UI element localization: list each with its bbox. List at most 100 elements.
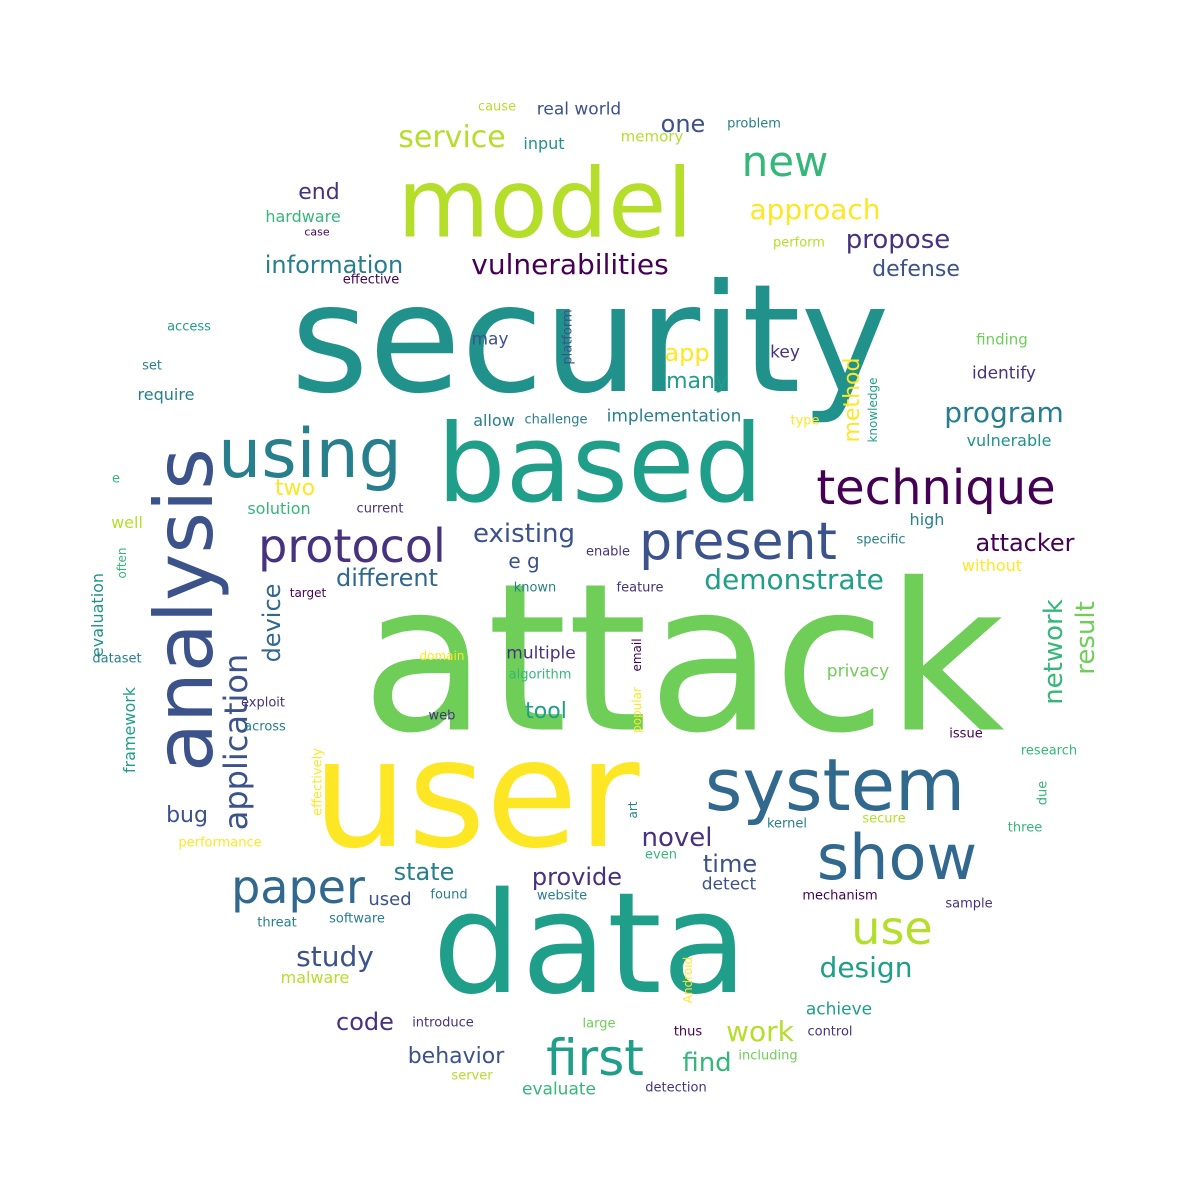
word-detection: detection	[645, 1080, 707, 1096]
word-even: even	[645, 847, 677, 863]
word-without: without	[961, 556, 1023, 575]
word-sample: sample	[945, 896, 993, 912]
word-perform: perform	[773, 235, 825, 251]
word-system: system	[704, 743, 966, 827]
word-server: server	[451, 1068, 493, 1084]
word-often: often	[115, 547, 129, 579]
word-method: method	[840, 357, 865, 443]
word-email: email	[630, 638, 644, 672]
word-behavior: behavior	[407, 1044, 505, 1069]
word-android: Android	[681, 956, 695, 1004]
word-problem: problem	[727, 116, 781, 132]
word-protocol: protocol	[258, 519, 446, 573]
word-threat: threat	[257, 915, 297, 931]
word-found: found	[430, 887, 468, 903]
word-art: art	[626, 801, 640, 819]
word-state: state	[393, 858, 455, 886]
word-exploit: exploit	[241, 695, 285, 711]
word-identify: identify	[972, 363, 1036, 384]
word-hardware: hardware	[265, 207, 341, 226]
word-including: including	[738, 1048, 798, 1064]
word-due: due	[1035, 780, 1051, 806]
word-evaluation: evaluation	[88, 572, 107, 658]
word-challenge: challenge	[524, 412, 588, 428]
word-data: data	[432, 863, 748, 1026]
word-result: result	[1071, 601, 1101, 675]
word-effective: effective	[342, 272, 400, 288]
word-vulnerable: vulnerable	[966, 431, 1052, 450]
word-work: work	[726, 1015, 794, 1048]
word-study: study	[296, 940, 374, 973]
word-using: using	[218, 415, 402, 494]
word-application: application	[217, 653, 255, 831]
word-key: key	[770, 342, 800, 363]
word-information: information	[264, 251, 404, 279]
word-evaluate: evaluate	[522, 1079, 596, 1100]
word-finding: finding	[976, 330, 1028, 349]
word-input: input	[523, 134, 565, 153]
word-allow: allow	[473, 411, 515, 430]
word-kernel: kernel	[766, 816, 808, 832]
word-set: set	[142, 358, 162, 374]
word-two: two	[274, 476, 316, 501]
word-platform: platform	[560, 309, 576, 365]
word-demonstrate: demonstrate	[704, 563, 884, 596]
word-popular: popular	[630, 687, 644, 733]
word-website: website	[536, 888, 588, 904]
word-user: user	[312, 708, 640, 882]
word-high: high	[909, 510, 945, 529]
word-program: program	[944, 396, 1064, 429]
word-web: web	[428, 708, 456, 724]
word-access: access	[167, 319, 211, 335]
word-used: used	[368, 889, 412, 910]
word-enable: enable	[585, 544, 631, 560]
word-require: require	[137, 385, 195, 404]
word-may: may	[471, 329, 509, 350]
word-three: three	[1007, 820, 1043, 836]
word-use: use	[851, 901, 933, 955]
word-implementation: implementation	[606, 406, 742, 427]
word-privacy: privacy	[826, 661, 890, 682]
word-new: new	[741, 137, 829, 186]
word-performance: performance	[178, 835, 262, 851]
word-cause: cause	[477, 99, 517, 115]
word-malware: malware	[280, 968, 350, 987]
word-solution: solution	[247, 499, 311, 518]
word-mechanism: mechanism	[802, 888, 878, 904]
word-security: security	[290, 253, 890, 427]
word-design: design	[819, 951, 913, 984]
word-one: one	[660, 110, 706, 138]
word-code: code	[336, 1008, 394, 1036]
word-model: model	[397, 149, 693, 260]
word-software: software	[329, 911, 385, 927]
word-propose: propose	[845, 225, 951, 255]
word-many: many	[666, 369, 728, 394]
word-thus: thus	[673, 1024, 703, 1040]
word-type: type	[790, 413, 820, 429]
word-novel: novel	[641, 823, 713, 853]
word-issue: issue	[949, 726, 983, 742]
word-find: find	[682, 1048, 732, 1078]
word-large: large	[582, 1016, 616, 1032]
word-feature: feature	[616, 580, 664, 596]
word-first: first	[546, 1029, 644, 1087]
word-effectively: effectively	[310, 748, 326, 816]
word-known: known	[513, 580, 557, 596]
word-paper: paper	[231, 860, 365, 914]
word-current: current	[356, 501, 404, 517]
word-e-g: e g	[508, 549, 540, 573]
word-introduce: introduce	[412, 1015, 474, 1031]
word-app: app	[664, 339, 710, 367]
word-existing: existing	[472, 519, 576, 549]
word-detect: detect	[701, 874, 757, 895]
word-memory: memory	[620, 127, 684, 146]
word-approach: approach	[749, 193, 881, 226]
word-specific: specific	[856, 532, 906, 548]
word-algorithm: algorithm	[508, 667, 572, 683]
word-vulnerabilities: vulnerabilities	[471, 248, 669, 281]
word-target: target	[289, 586, 327, 600]
word-secure: secure	[862, 811, 906, 827]
word-attacker: attacker	[975, 529, 1075, 557]
word-domain: domain	[419, 649, 465, 663]
word-based: based	[436, 402, 764, 527]
